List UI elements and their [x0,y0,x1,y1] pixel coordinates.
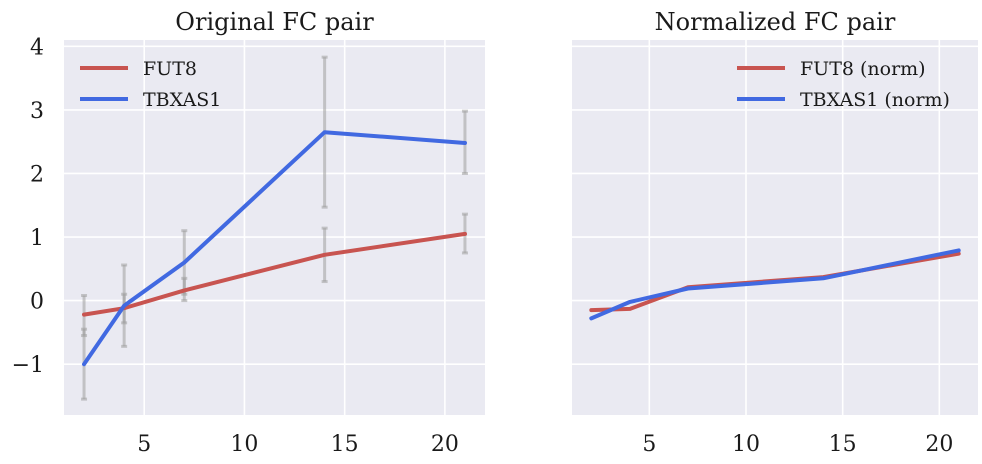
series-line-tbxas1-norm [589,248,961,321]
y-tick-label: 2 [30,162,44,187]
chart-title-original: Original FC pair [175,8,374,36]
x-tick-label: 15 [331,432,359,457]
y-tick-label: 4 [30,35,44,60]
legend-original: FUT8 TBXAS1 [80,58,221,111]
y-tick-label: 3 [30,99,44,124]
tick-labels-normalized: 5 10 15 20 [642,432,953,457]
panel-original-fc-pair: 5 10 15 20 −1 0 1 2 3 4 Original FC pair FUT8 TBXA… [12,8,485,457]
y-tick-label: 0 [30,290,44,315]
series-lines-original [82,130,467,367]
grid-normalized [572,40,978,415]
legend-label: TBXAS1 [143,89,221,111]
x-tick-label: 5 [642,432,656,457]
legend-label: FUT8 (norm) [800,58,926,80]
plot-area-original [64,40,485,415]
x-tick-label: 5 [137,432,151,457]
tick-labels-original: 5 10 15 20 −1 0 1 2 3 4 [12,35,459,457]
series-line-tbxas1 [82,130,467,367]
panel-normalized-fc-pair: 5 10 15 20 Normalized FC pair FUT8 (norm) TB… [572,8,978,457]
series-lines-normalized [589,248,961,321]
x-tick-label: 10 [230,432,258,457]
y-tick-label: 1 [30,226,44,251]
legend-normalized: FUT8 (norm) TBXAS1 (norm) [737,58,950,111]
x-tick-label: 15 [829,432,857,457]
x-tick-label: 10 [732,432,760,457]
legend-label: TBXAS1 (norm) [800,89,950,111]
plot-area-normalized [572,40,978,415]
x-tick-label: 20 [925,432,953,457]
x-tick-label: 20 [431,432,459,457]
chart-title-normalized: Normalized FC pair [655,8,896,36]
series-line-fut8 [82,231,467,317]
y-tick-label: −1 [12,353,44,378]
legend-label: FUT8 [143,58,197,80]
